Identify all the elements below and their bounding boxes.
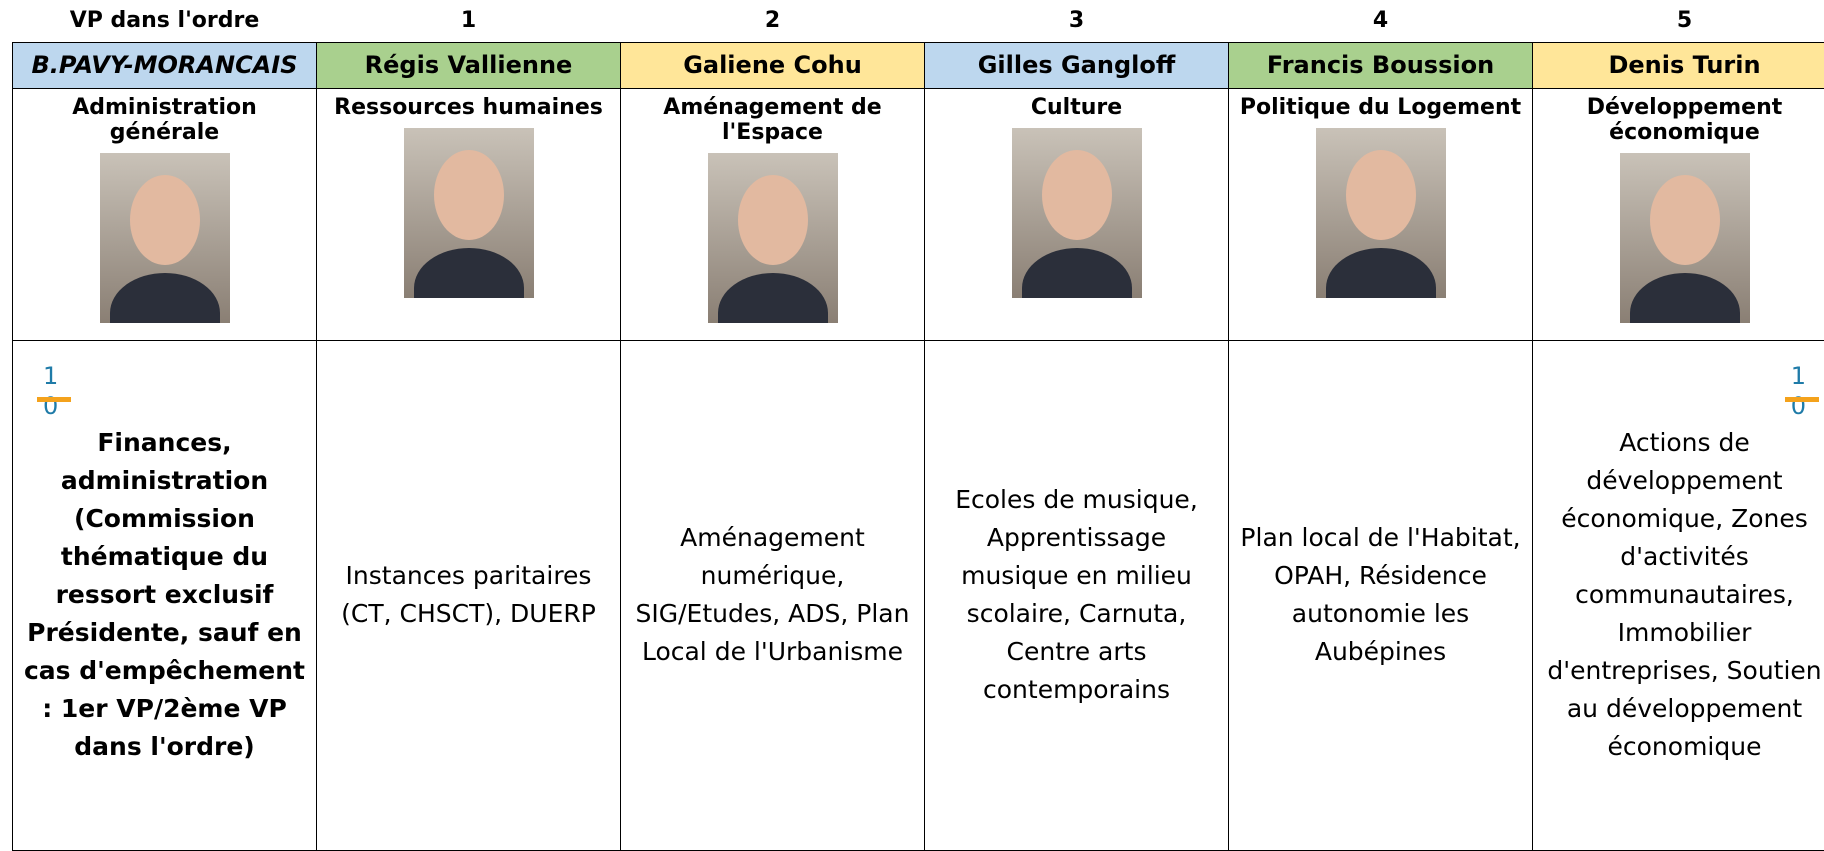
vp-table: VP dans l'ordre 1 2 3 4 5 B.PAVY-MORANCAIS Rég…: [12, 0, 1824, 851]
content-text: Ecoles de musique, Apprentissage musique…: [955, 485, 1198, 704]
photo: [1619, 152, 1750, 323]
role-cell: Culture: [924, 87, 1229, 341]
content-cell: Plan local de l'Habitat, OPAH, Résidence…: [1228, 339, 1533, 851]
mark-digit: 0: [43, 391, 59, 420]
content-text: Actions de développement économique, Zon…: [1547, 428, 1822, 761]
role-cell: Développement économique: [1532, 87, 1824, 341]
content-cell: Aménagement numérique, SIG/Etudes, ADS, …: [620, 339, 925, 851]
role: Politique du Logement: [1239, 94, 1522, 120]
role-cell: Ressources humaines: [316, 87, 621, 341]
vp-name: Denis Turin: [1532, 41, 1824, 89]
header-cell: 4: [1372, 8, 1389, 34]
role-cell: Politique du Logement: [1228, 87, 1533, 341]
mark-bar: [1784, 396, 1819, 402]
content-row: 1 0 Finances, administration (Commission t…: [12, 339, 1824, 851]
role: Développement économique: [1586, 94, 1783, 145]
roles-row: Administration générale Ressources humain…: [12, 87, 1824, 341]
vp-name: Francis Boussion: [1228, 41, 1533, 89]
vp-name: Régis Vallienne: [316, 41, 621, 89]
content-cell: Ecoles de musique, Apprentissage musique…: [924, 339, 1229, 851]
names-row: B.PAVY-MORANCAIS Régis Vallienne Galiene C…: [12, 41, 1824, 89]
photo: [99, 152, 230, 323]
content-text: Instances paritaires (CT, CHSCT), DUERP: [341, 561, 596, 628]
vp-name: B.PAVY-MORANCAIS: [12, 41, 317, 89]
role-cell: Aménagement de l'Espace: [620, 87, 925, 341]
vp-name: Galiene Cohu: [620, 41, 925, 89]
photo: [1315, 127, 1446, 298]
header-cell: VP dans l'ordre: [69, 8, 260, 34]
photo: [403, 127, 534, 298]
mark-bar: [37, 396, 71, 402]
content-text: Finances, administration (Commission thé…: [23, 428, 305, 761]
header-row: VP dans l'ordre 1 2 3 4 5: [13, 0, 1824, 42]
role: Aménagement de l'Espace: [663, 94, 882, 145]
header-cell: 1: [460, 8, 477, 34]
content-cell: 1 0 Finances, administration (Commission t…: [12, 339, 317, 851]
header-cell: 3: [1068, 8, 1085, 34]
photo: [1011, 127, 1142, 298]
content-cell: Instances paritaires (CT, CHSCT), DUERP: [316, 339, 621, 851]
mark-digit: 1: [1790, 361, 1806, 390]
role: Ressources humaines: [334, 94, 603, 120]
role: Culture: [1030, 94, 1123, 120]
role: Administration générale: [72, 94, 257, 145]
role-cell: Administration générale: [12, 87, 317, 341]
mark-digit: 0: [1790, 391, 1806, 420]
vp-name: Gilles Gangloff: [924, 41, 1229, 89]
header-cell: 2: [764, 8, 781, 34]
content-text: Aménagement numérique, SIG/Etudes, ADS, …: [635, 523, 910, 666]
content-cell: 1 0 Actions de développement économique, Z…: [1532, 339, 1824, 851]
mark-digit: 1: [43, 361, 59, 390]
content-text: Plan local de l'Habitat, OPAH, Résidence…: [1240, 523, 1521, 666]
header-cell: 5: [1676, 8, 1693, 34]
photo: [707, 152, 838, 323]
